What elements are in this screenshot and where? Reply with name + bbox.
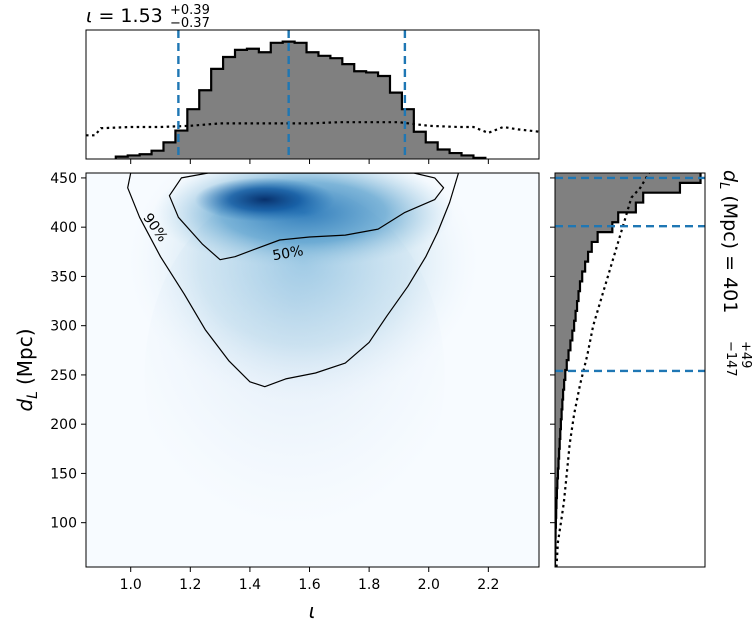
y-tick-label: 450 — [50, 171, 77, 187]
right-marginal-title: dL (Mpc) = 401 — [716, 170, 741, 313]
density-core — [194, 177, 335, 222]
contour-90pct — [127, 173, 460, 388]
y-axis-label-unit: (Mpc) — [13, 328, 37, 385]
x-tick-label: 1.6 — [298, 577, 320, 593]
right-title-subscript: L — [716, 182, 731, 189]
right-title-upper-error: +49 — [738, 341, 753, 368]
x-tick-label: 1.2 — [179, 577, 201, 593]
y-axis-label-subscript: L — [25, 391, 41, 399]
y-tick-label: 200 — [50, 417, 77, 433]
title-iota-value: = 1.53 — [92, 5, 162, 27]
x-tick-label: 1.4 — [239, 577, 261, 593]
top-marginal-frame — [85, 29, 540, 160]
x-tick-label: 2.0 — [418, 577, 440, 593]
contour-label-50pct: 50% — [271, 243, 304, 264]
contour-50pct — [168, 173, 445, 261]
top-marginal-title: ι = 1.53 — [86, 5, 163, 27]
right-marginal-frame — [554, 172, 706, 568]
x-tick-label: 1.0 — [120, 577, 142, 593]
y-axis-label: dL (Mpc) — [13, 328, 41, 411]
right-marginal-panel: dL (Mpc) = 401 +49 −147 — [550, 170, 753, 568]
title-iota-lower-error: −0.37 — [170, 16, 210, 31]
density-heatmap — [127, 173, 479, 565]
top-marginal-panel: ι = 1.53 +0.39 −0.37 — [85, 3, 540, 164]
x-tick-label: 2.2 — [477, 577, 499, 593]
top-marginal-quantile-lines — [177, 30, 407, 159]
x-axis-label: ι — [309, 599, 316, 623]
y-tick-label: 400 — [50, 220, 77, 236]
title-iota-upper-error: +0.39 — [170, 3, 210, 18]
right-marginal-ticks — [550, 177, 555, 524]
top-marginal-histogram-outline — [114, 40, 487, 159]
credible-contours — [127, 173, 460, 388]
top-marginal-ticks — [130, 159, 489, 164]
joint-frame — [85, 172, 540, 568]
y-tick-label: 250 — [50, 368, 77, 384]
y-tick-label: 300 — [50, 319, 77, 335]
y-axis-ticks: 100 150 200 250 300 350 400 450 — [50, 171, 86, 532]
x-axis-ticks: 1.0 1.2 1.4 1.6 1.8 2.0 2.2 — [120, 567, 499, 593]
y-tick-label: 150 — [50, 466, 77, 482]
y-tick-label: 350 — [50, 269, 77, 285]
x-tick-label: 1.8 — [358, 577, 380, 593]
right-marginal-quantile-lines — [555, 176, 705, 373]
right-title-lower-error: −147 — [723, 341, 738, 377]
right-title-value: (Mpc) = 401 — [719, 189, 741, 313]
right-marginal-prior — [555, 173, 651, 567]
y-tick-label: 100 — [50, 516, 77, 532]
y-axis-label-symbol: d — [13, 399, 37, 412]
top-marginal-prior — [86, 121, 539, 137]
title-iota-symbol: ι — [86, 5, 92, 27]
joint-panel: 50%90% 1.0 1.2 1.4 1.6 1.8 2.0 2.2 10015020025… — [13, 171, 540, 623]
right-marginal-histogram-outline — [555, 173, 702, 567]
right-marginal-histogram — [555, 173, 701, 567]
right-title-symbol: d — [719, 170, 741, 183]
top-marginal-histogram — [115, 41, 486, 159]
